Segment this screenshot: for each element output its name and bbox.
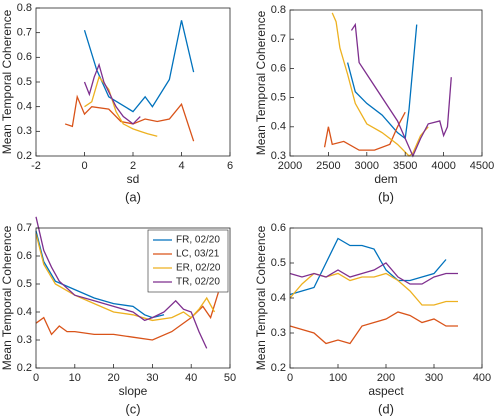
y-tick-label: 0.4 xyxy=(271,292,286,304)
y-tick-label: 0.4 xyxy=(17,101,32,113)
y-tick-label: 0.5 xyxy=(271,257,286,269)
y-tick-label: 0.3 xyxy=(271,327,286,339)
caption: (d) xyxy=(378,401,394,416)
x-tick-label: -2 xyxy=(31,160,41,172)
x-tick-label: 400 xyxy=(473,372,491,384)
series-line xyxy=(83,62,141,125)
y-tick-label: 0.2 xyxy=(17,362,32,374)
y-tick-label: 0.6 xyxy=(271,222,286,234)
y-tick-label: 0.3 xyxy=(17,125,32,137)
x-tick-label: 0 xyxy=(33,372,39,384)
x-tick-label: 4500 xyxy=(470,160,494,172)
axes-frame xyxy=(35,227,231,369)
x-tick-label: 0 xyxy=(287,372,293,384)
series-line xyxy=(35,216,208,349)
y-tick-label: 0.6 xyxy=(271,62,286,74)
y-tick-label: 0.5 xyxy=(17,278,32,290)
series-line xyxy=(289,311,458,345)
y-tick-label: 0.4 xyxy=(17,306,32,318)
x-tick-label: 3000 xyxy=(355,160,379,172)
x-tick-label: 2000 xyxy=(278,160,302,172)
x-tick-label: 6 xyxy=(227,160,233,172)
x-tick-label: 200 xyxy=(377,372,395,384)
y-tick-label: 0.4 xyxy=(271,121,286,133)
series-line xyxy=(64,94,195,142)
x-tick-label: 4 xyxy=(178,160,184,172)
plot-area xyxy=(290,10,482,156)
y-tick-label: 0.8 xyxy=(17,2,32,14)
y-tick-label: 0.7 xyxy=(17,222,32,234)
legend-label: ER, 02/20 xyxy=(176,263,221,274)
x-tick-label: 300 xyxy=(425,372,443,384)
y-axis-label: Mean Temporal Coherence xyxy=(254,10,268,155)
series-line xyxy=(35,230,165,319)
x-tick-label: 40 xyxy=(185,372,197,384)
x-axis-label: sd xyxy=(127,172,140,186)
x-tick-label: 2500 xyxy=(316,160,340,172)
plot-area xyxy=(36,8,230,156)
y-tick-label: 0.3 xyxy=(17,334,32,346)
series-line xyxy=(323,111,406,151)
x-tick-label: 2 xyxy=(130,160,136,172)
legend-label: LC, 03/21 xyxy=(176,249,220,260)
series-line xyxy=(331,12,429,157)
x-tick-label: 0 xyxy=(81,160,87,172)
x-tick-label: 50 xyxy=(224,372,236,384)
y-tick-label: 0.8 xyxy=(271,4,286,16)
series-line xyxy=(289,237,447,296)
x-tick-label: 20 xyxy=(107,372,119,384)
y-axis-label: Mean Temporal Coherence xyxy=(0,9,14,154)
series-line xyxy=(289,262,458,285)
x-axis-label: slope xyxy=(119,384,148,398)
y-tick-label: 0.5 xyxy=(271,92,286,104)
y-axis-label: Mean Temporal Coherence xyxy=(0,225,14,370)
x-axis-label: dem xyxy=(374,172,397,186)
legend-label: TR, 02/20 xyxy=(176,277,220,288)
legend-label: FR, 02/20 xyxy=(176,235,220,246)
plot-area xyxy=(290,228,482,368)
y-tick-label: 0.3 xyxy=(271,150,286,162)
caption: (b) xyxy=(378,189,394,204)
series-line xyxy=(83,20,195,113)
y-tick-label: 0.2 xyxy=(271,362,286,374)
x-tick-label: 30 xyxy=(146,372,158,384)
y-tick-label: 0.7 xyxy=(271,33,286,45)
y-axis-label: Mean Temporal Coherence xyxy=(254,225,268,370)
x-tick-label: 3500 xyxy=(393,160,417,172)
axes-frame xyxy=(289,9,483,157)
y-tick-label: 0.7 xyxy=(17,27,32,39)
y-tick-label: 0.5 xyxy=(17,76,32,88)
x-axis-label: aspect xyxy=(368,384,404,398)
x-tick-label: 10 xyxy=(69,372,81,384)
caption: (a) xyxy=(125,189,141,204)
y-tick-label: 0.6 xyxy=(17,250,32,262)
series-line xyxy=(350,22,452,158)
x-tick-label: 4000 xyxy=(431,160,455,172)
y-tick-label: 0.6 xyxy=(17,51,32,63)
y-tick-label: 0.2 xyxy=(17,150,32,162)
series-line xyxy=(84,75,158,137)
caption: (c) xyxy=(125,401,140,416)
series-line xyxy=(35,233,216,322)
x-tick-label: 100 xyxy=(329,372,347,384)
series-line xyxy=(346,24,418,140)
